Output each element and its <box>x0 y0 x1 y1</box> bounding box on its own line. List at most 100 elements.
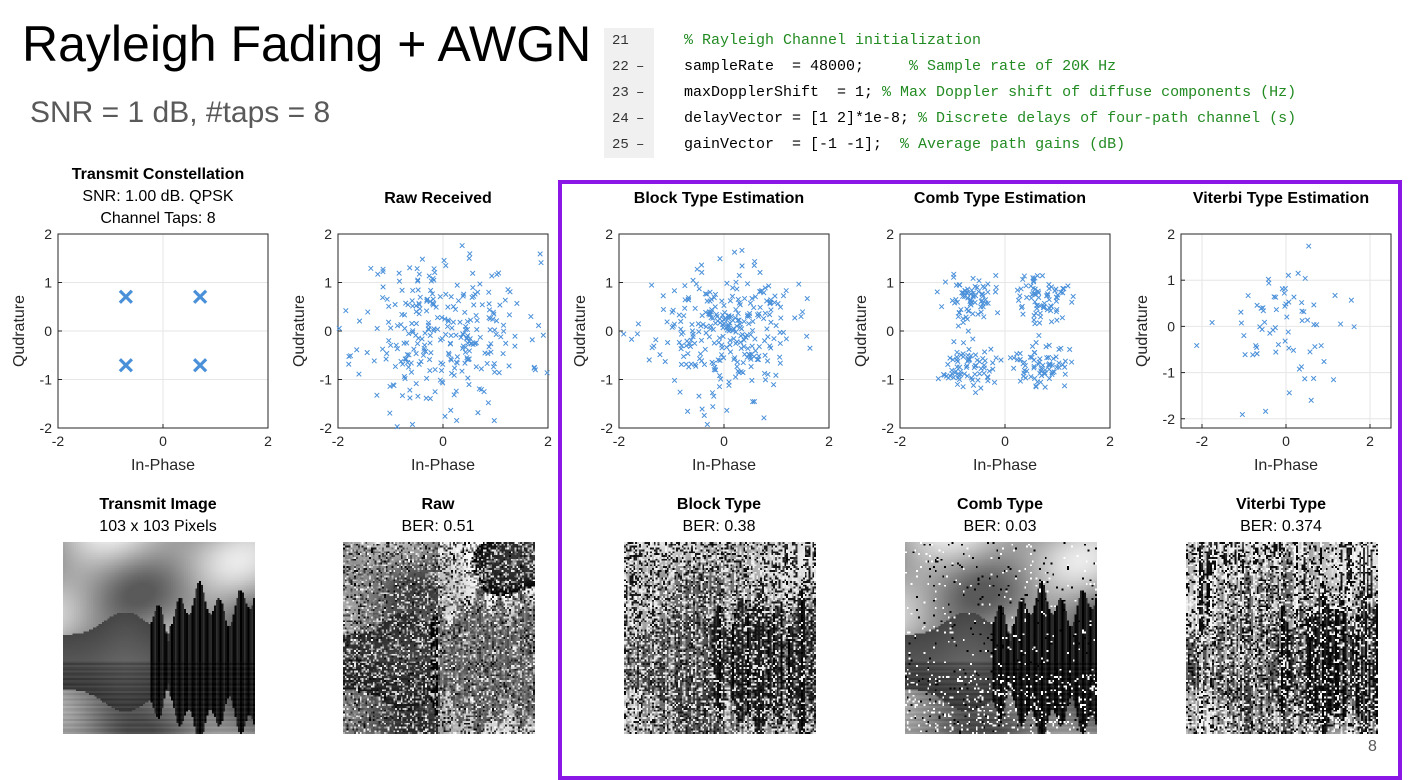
scatter-point <box>749 343 755 349</box>
image-title: Transmit Image <box>99 496 217 513</box>
scatter-point <box>738 345 744 351</box>
scatter-point <box>1044 355 1050 361</box>
scatter-point <box>402 356 408 362</box>
scatter-point <box>1062 371 1068 377</box>
scatter-point <box>958 372 964 378</box>
scatter-point <box>430 275 436 282</box>
scatter-point <box>423 308 430 314</box>
scatter-point <box>423 375 430 382</box>
scatter-point <box>449 325 455 331</box>
scatter-point <box>407 265 413 271</box>
scatter-point <box>1348 297 1354 303</box>
scatter-point <box>375 271 381 277</box>
scatter-point <box>417 294 423 300</box>
scatter-point <box>380 269 386 275</box>
scatter-point <box>736 370 742 376</box>
y-axis-label: Qudrature <box>572 295 589 367</box>
scatter-point <box>439 314 445 321</box>
scatter-point <box>371 358 377 364</box>
scatter-point <box>477 334 483 341</box>
scatter-point <box>1033 384 1039 390</box>
scatter-point <box>493 318 500 324</box>
scatter-point <box>945 375 952 381</box>
scatter-point <box>410 328 416 334</box>
scatter-point <box>758 288 764 295</box>
scatter-point <box>1311 302 1317 308</box>
scatter-point <box>442 316 448 322</box>
x-axis-label: In-Phase <box>692 457 756 474</box>
scatter-point <box>719 298 725 304</box>
scatter-point <box>770 382 777 388</box>
scatter-point <box>1041 300 1048 307</box>
x-tick-label: -2 <box>1196 433 1209 449</box>
scatter-point <box>1056 360 1062 366</box>
scatter-point <box>448 332 454 339</box>
scatter-point <box>692 340 698 347</box>
scatter-point <box>459 368 465 374</box>
scatter-point <box>434 326 441 332</box>
y-tick-label: 0 <box>44 323 52 339</box>
image-title: Raw <box>421 496 455 513</box>
scatter-point <box>671 377 678 384</box>
scatter-point <box>387 383 393 390</box>
scatter-point <box>1330 377 1337 383</box>
code-line: 21 % Rayleigh Channel initialization <box>604 28 1404 54</box>
scatter-point <box>1295 270 1301 276</box>
scatter-point <box>684 408 691 414</box>
scatter-point <box>979 297 985 304</box>
scatter-point <box>380 266 386 272</box>
scatter-point <box>459 242 465 249</box>
scatter-point <box>416 300 422 307</box>
scatter-point <box>985 289 991 295</box>
scatter-point <box>1033 310 1039 316</box>
scatter-point <box>970 311 976 317</box>
scatter-point <box>1032 375 1038 382</box>
scatter-point <box>762 377 769 383</box>
code-line: 22– sampleRate = 48000; % Sample rate of… <box>604 54 1404 80</box>
plot-subtitle: Channel Taps: 8 <box>100 210 216 227</box>
scatter-point <box>731 249 738 255</box>
scatter-point <box>422 330 428 336</box>
scatter-point <box>980 355 986 362</box>
scatter-point <box>535 322 542 329</box>
scatter-point <box>972 283 978 290</box>
scatter-point <box>390 382 396 388</box>
scatter-point <box>419 256 426 262</box>
scatter-point <box>804 333 810 339</box>
scatter-point <box>1308 397 1314 403</box>
scatter-point <box>1024 294 1030 301</box>
scatter-point <box>737 302 743 308</box>
scatter-point <box>956 376 963 383</box>
scatter-point <box>493 331 499 338</box>
scatter-point <box>780 293 787 299</box>
scatter-point <box>671 288 678 294</box>
scatter-point <box>1286 299 1292 305</box>
scatter-point <box>1332 292 1338 299</box>
y-tick-label: 1 <box>324 275 332 291</box>
scatter-point <box>969 299 975 305</box>
transmit-image-panel: Transmit Image 103 x 103 Pixels <box>8 494 308 734</box>
x-tick-label: 2 <box>1106 433 1114 449</box>
scatter-point <box>467 336 473 342</box>
scatter-point <box>762 285 768 291</box>
scatter-point <box>954 354 960 360</box>
scatter-point <box>485 350 491 357</box>
scatter-point <box>711 393 717 399</box>
scatter-point <box>970 336 976 342</box>
scatter-point <box>733 306 739 313</box>
scatter-point <box>356 318 363 324</box>
scatter-point <box>741 295 748 302</box>
scatter-point <box>1048 284 1055 290</box>
y-tick-label: 0 <box>324 323 332 339</box>
scatter-point <box>761 415 767 421</box>
scatter-point <box>735 310 741 317</box>
scatter-point <box>427 332 433 339</box>
scatter-point <box>1046 375 1053 382</box>
scatter-point <box>407 387 413 393</box>
scatter-point <box>1351 324 1357 330</box>
scatter-point <box>413 350 419 357</box>
scatter-point <box>729 293 736 299</box>
scatter-point <box>464 356 470 363</box>
scatter-point <box>1042 384 1048 390</box>
scatter-point <box>1285 329 1291 335</box>
